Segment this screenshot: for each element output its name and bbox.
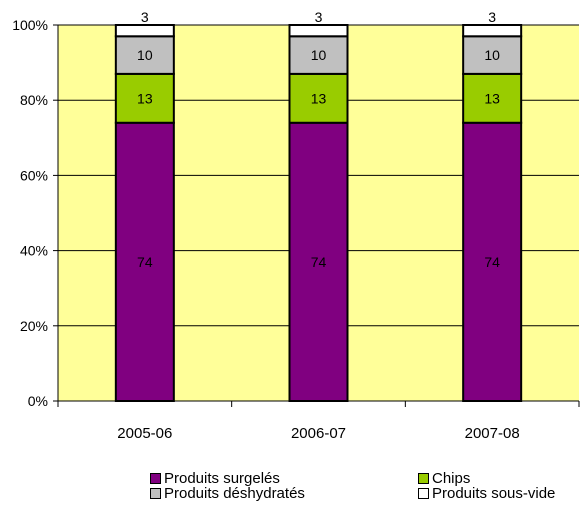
legend-label: Produits surgelés	[164, 470, 280, 487]
x-tick-label: 2006-07	[291, 425, 346, 442]
legend-label: Produits déshydratés	[164, 485, 305, 502]
data-label: 13	[311, 90, 327, 106]
legend-swatch	[150, 488, 161, 499]
bar-segment	[462, 121, 523, 402]
legend-label: Chips	[432, 470, 471, 487]
data-label: 3	[488, 9, 496, 25]
data-label: 74	[137, 254, 153, 270]
data-label: 13	[137, 90, 153, 106]
y-tick-label: 100%	[12, 17, 48, 33]
legend-swatch	[418, 473, 429, 484]
y-tick-label: 0%	[28, 393, 48, 409]
legend-item: Produits déshydratés	[150, 485, 305, 502]
labels: 0% 20% 40% 60% 80% 100% 74 13 10 3 2005-06 74 13 10 3 2…	[12, 9, 520, 442]
bar-segment	[462, 35, 523, 75]
data-label: 10	[311, 47, 327, 63]
data-label: 74	[484, 254, 500, 270]
y-tick-label: 80%	[20, 92, 48, 108]
legend-item: Produits sous-vide	[418, 485, 555, 502]
x-tick-label: 2005-06	[117, 425, 172, 442]
data-label: 74	[311, 254, 327, 270]
x-tick-label: 2007-08	[465, 425, 520, 442]
y-tick-label: 60%	[20, 167, 48, 183]
axes	[53, 24, 580, 407]
y-tick-label: 20%	[20, 318, 48, 334]
bar-segment	[288, 24, 349, 38]
bar-segment	[114, 121, 175, 402]
bars	[114, 24, 523, 402]
data-label: 13	[484, 90, 500, 106]
legend-item: Produits surgelés	[150, 470, 280, 487]
bar-segment	[462, 72, 523, 124]
data-label: 10	[137, 47, 153, 63]
bar-segment	[288, 35, 349, 75]
legend-item: Chips	[418, 470, 470, 487]
data-label: 3	[141, 9, 149, 25]
bar-segment	[114, 24, 175, 38]
legend: Produits surgelés Chips Produits déshydrat…	[150, 470, 584, 510]
data-label: 3	[315, 9, 323, 25]
legend-label: Produits sous-vide	[432, 485, 556, 502]
legend-swatch	[150, 473, 161, 484]
bar-segment	[288, 72, 349, 124]
bar-segment	[114, 72, 175, 124]
bar-segment	[462, 24, 523, 38]
data-label: 10	[484, 47, 500, 63]
y-tick-label: 40%	[20, 243, 48, 259]
legend-swatch	[418, 488, 429, 499]
bar-segment	[288, 121, 349, 402]
